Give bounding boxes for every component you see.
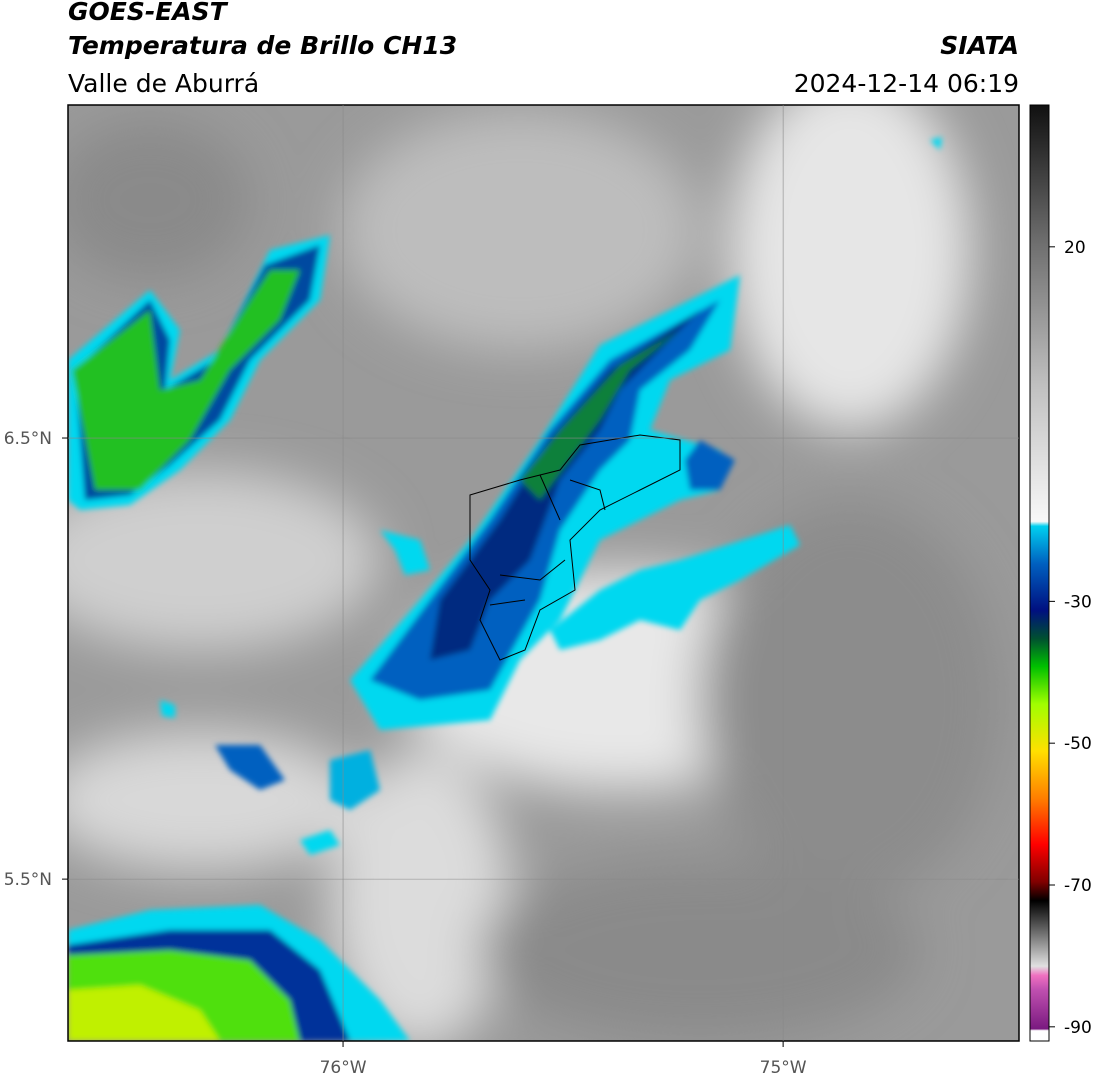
colorbar-tick-label: -50 [1064,734,1092,754]
colorbar-tick-label: -30 [1064,592,1092,612]
datetime: 2024-12-14 06:19 [794,69,1019,98]
region: Valle de Aburrá [68,69,259,98]
source: SIATA [940,31,1019,60]
y-tick-label: 5.5°N [4,870,52,890]
map-frame [67,104,1020,1042]
colorbar-tick-label: 20 [1064,238,1086,258]
x-tick-label: 75°W [760,1058,807,1078]
y-tick-label: 6.5°N [4,429,52,449]
colorbar-tick-label: -70 [1064,876,1092,896]
x-tick-label: 76°W [320,1058,367,1078]
satellite-image [68,105,1019,1041]
colorbar [1029,104,1050,1042]
title: GOES-EAST [68,0,229,26]
colorbar-tick-label: -90 [1064,1018,1092,1038]
subtitle: Temperatura de Brillo CH13 [68,31,457,60]
